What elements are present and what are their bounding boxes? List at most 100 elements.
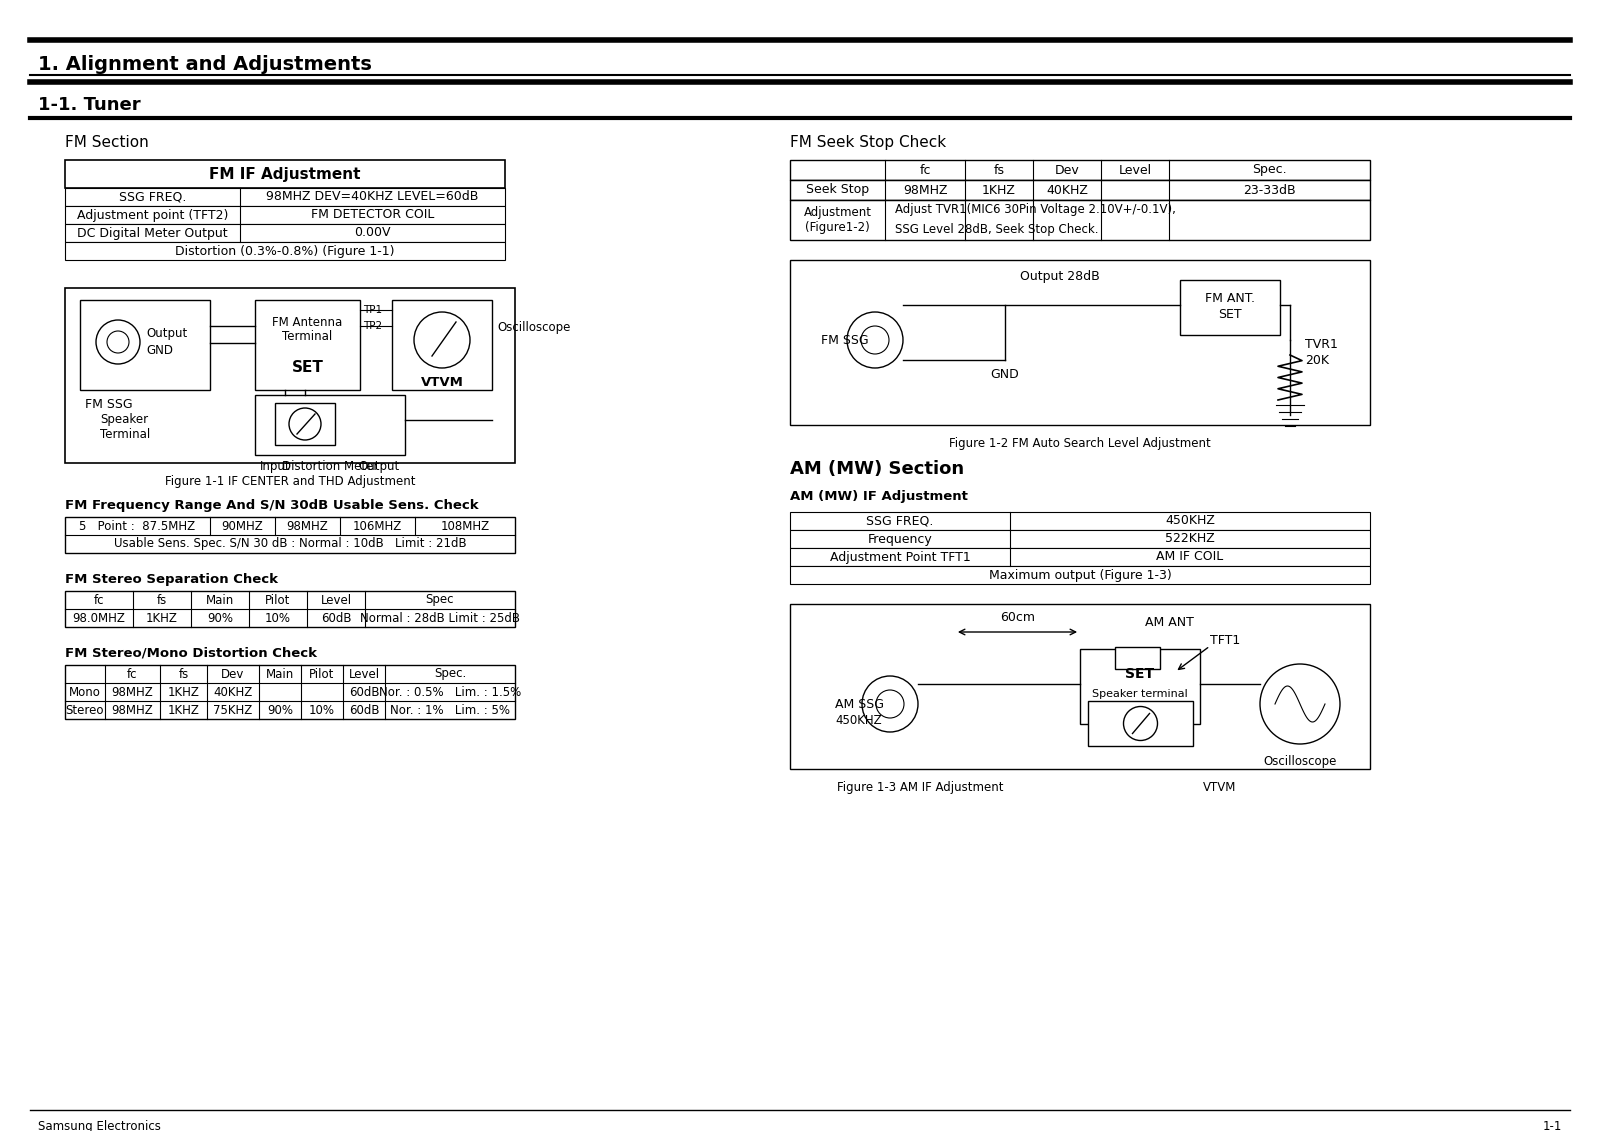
Text: Spec: Spec <box>426 594 454 606</box>
Text: Distortion Meter: Distortion Meter <box>282 460 378 473</box>
Bar <box>790 260 1370 425</box>
Text: 90%: 90% <box>267 703 293 717</box>
Text: AM ANT: AM ANT <box>1146 616 1194 629</box>
Text: 1KHZ: 1KHZ <box>168 685 200 699</box>
Bar <box>275 403 334 444</box>
Bar <box>66 517 515 553</box>
Text: SET: SET <box>1125 667 1155 681</box>
Text: Speaker terminal: Speaker terminal <box>1093 689 1187 699</box>
Text: AM IF COIL: AM IF COIL <box>1157 551 1224 563</box>
Text: Spec.: Spec. <box>1253 164 1286 176</box>
Bar <box>80 300 210 390</box>
Text: FM ANT.: FM ANT. <box>1205 292 1254 304</box>
Text: 40KHZ: 40KHZ <box>213 685 253 699</box>
Text: Dev: Dev <box>1054 164 1080 176</box>
Text: FM Section: FM Section <box>66 135 149 150</box>
Text: Figure 1-2 FM Auto Search Level Adjustment: Figure 1-2 FM Auto Search Level Adjustme… <box>949 437 1211 450</box>
Bar <box>66 288 515 463</box>
Text: TP1: TP1 <box>363 305 382 316</box>
Bar <box>66 224 506 242</box>
Text: FM Antenna: FM Antenna <box>272 316 342 328</box>
Text: GND: GND <box>146 344 173 356</box>
Text: 98MHZ: 98MHZ <box>902 183 947 197</box>
Text: Level: Level <box>1118 164 1152 176</box>
Text: Dev: Dev <box>221 667 245 681</box>
Bar <box>790 530 1370 549</box>
Text: 98MHZ DEV=40KHZ LEVEL=60dB: 98MHZ DEV=40KHZ LEVEL=60dB <box>266 190 478 204</box>
Circle shape <box>877 690 904 718</box>
Text: Terminal: Terminal <box>282 330 333 344</box>
Text: Input: Input <box>259 460 291 473</box>
Text: 1KHZ: 1KHZ <box>146 612 178 624</box>
Text: VTVM: VTVM <box>421 375 464 389</box>
Text: VTVM: VTVM <box>1203 782 1237 794</box>
Text: fc: fc <box>128 667 138 681</box>
Circle shape <box>1261 664 1341 744</box>
Text: FM DETECTOR COIL: FM DETECTOR COIL <box>310 208 434 222</box>
Bar <box>66 242 506 260</box>
Text: 522KHZ: 522KHZ <box>1165 533 1214 545</box>
Bar <box>790 549 1370 566</box>
Text: Adjustment point (TFT2): Adjustment point (TFT2) <box>77 208 229 222</box>
Text: Main: Main <box>266 667 294 681</box>
Text: Adjustment
(Figure1-2): Adjustment (Figure1-2) <box>803 206 872 234</box>
Text: Terminal: Terminal <box>99 428 150 441</box>
Text: 90%: 90% <box>206 612 234 624</box>
Text: Distortion (0.3%-0.8%) (Figure 1-1): Distortion (0.3%-0.8%) (Figure 1-1) <box>176 244 395 258</box>
Text: 10%: 10% <box>309 703 334 717</box>
Text: Samsung Electronics: Samsung Electronics <box>38 1120 162 1131</box>
Text: SSG FREQ.: SSG FREQ. <box>866 515 934 527</box>
Text: fc: fc <box>94 594 104 606</box>
Text: Speaker: Speaker <box>99 413 149 426</box>
Text: Output 28dB: Output 28dB <box>1021 270 1099 283</box>
Bar <box>254 395 405 455</box>
Text: 98MHZ: 98MHZ <box>112 685 154 699</box>
Bar <box>1181 280 1280 335</box>
Text: TFT1: TFT1 <box>1210 634 1240 647</box>
Bar <box>66 159 506 188</box>
Text: Mono: Mono <box>69 685 101 699</box>
Text: DC Digital Meter Output: DC Digital Meter Output <box>77 226 227 240</box>
Text: 1KHZ: 1KHZ <box>982 183 1016 197</box>
Text: 0.00V: 0.00V <box>354 226 390 240</box>
Circle shape <box>846 312 902 368</box>
Text: 450KHZ: 450KHZ <box>835 714 882 726</box>
Bar <box>790 200 1370 240</box>
Text: 108MHZ: 108MHZ <box>440 519 490 533</box>
Text: 75KHZ: 75KHZ <box>213 703 253 717</box>
Text: Seek Stop: Seek Stop <box>806 183 869 197</box>
Text: Adjustment Point TFT1: Adjustment Point TFT1 <box>830 551 970 563</box>
Bar <box>66 592 515 627</box>
Circle shape <box>96 320 141 364</box>
Bar <box>790 566 1370 584</box>
Text: Figure 1-3 AM IF Adjustment: Figure 1-3 AM IF Adjustment <box>837 782 1003 794</box>
Text: Main: Main <box>206 594 234 606</box>
Text: 1. Alignment and Adjustments: 1. Alignment and Adjustments <box>38 55 371 74</box>
Bar <box>254 300 360 390</box>
Text: FM Stereo Separation Check: FM Stereo Separation Check <box>66 573 278 586</box>
Text: 1-1: 1-1 <box>1542 1120 1562 1131</box>
Bar <box>1115 647 1160 670</box>
Bar <box>790 512 1370 530</box>
Circle shape <box>290 408 322 440</box>
Text: Output: Output <box>358 460 400 473</box>
Text: Normal : 28dB Limit : 25dB: Normal : 28dB Limit : 25dB <box>360 612 520 624</box>
Bar <box>790 159 1370 180</box>
Text: Maximum output (Figure 1-3): Maximum output (Figure 1-3) <box>989 569 1171 581</box>
Text: FM SSG: FM SSG <box>821 334 869 346</box>
Text: SSG Level 28dB, Seek Stop Check.: SSG Level 28dB, Seek Stop Check. <box>894 224 1099 236</box>
Text: SSG FREQ.: SSG FREQ. <box>118 190 186 204</box>
Text: 60cm: 60cm <box>1000 611 1035 624</box>
Bar <box>790 180 1370 200</box>
Bar <box>1080 649 1200 724</box>
Text: 20K: 20K <box>1306 354 1330 366</box>
Text: 1-1. Tuner: 1-1. Tuner <box>38 96 141 114</box>
Text: 1KHZ: 1KHZ <box>168 703 200 717</box>
Text: TVR1: TVR1 <box>1306 338 1338 352</box>
Text: Oscilloscope: Oscilloscope <box>498 321 570 335</box>
Circle shape <box>1123 707 1157 741</box>
Circle shape <box>862 676 918 732</box>
Text: FM SSG: FM SSG <box>85 398 133 411</box>
Bar <box>1088 701 1194 746</box>
Text: Usable Sens. Spec. S/N 30 dB : Normal : 10dB   Limit : 21dB: Usable Sens. Spec. S/N 30 dB : Normal : … <box>114 537 466 551</box>
